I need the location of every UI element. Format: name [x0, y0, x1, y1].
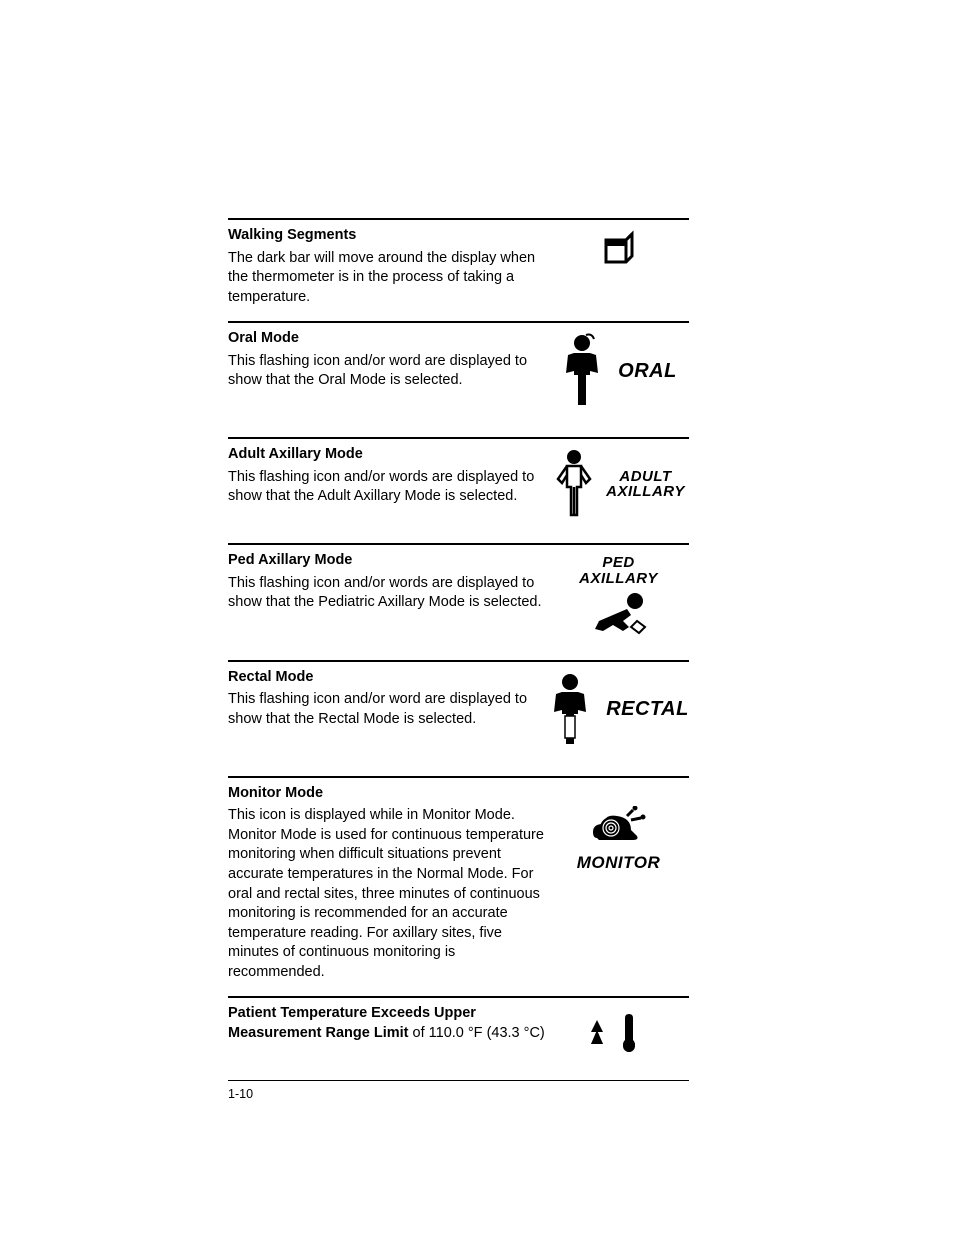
exceeds-upper-icon — [587, 1008, 651, 1056]
heading-line: Patient Temperature Exceeds Upper Measur… — [228, 1004, 548, 1043]
walking-segments-icon — [599, 230, 639, 266]
heading: Ped Axillary Mode — [228, 551, 548, 571]
adult-axillary-icon — [552, 449, 596, 519]
ped-axillary-icon — [583, 591, 653, 635]
heading-suffix: of 110.0 °F (43.3 °C) — [409, 1025, 545, 1041]
adult-label-1: ADULT — [606, 469, 685, 485]
heading: Monitor Mode — [228, 784, 548, 804]
monitor-mode-icon — [587, 806, 651, 846]
oral-mode-icon — [560, 333, 604, 409]
adult-label-2: AXILLARY — [606, 484, 685, 500]
heading: Oral Mode — [228, 329, 548, 349]
page-number: 1-10 — [228, 1087, 253, 1101]
body-text: This flashing icon and/or word are displ… — [228, 690, 548, 729]
entry-oral-mode: Oral Mode This flashing icon and/or word… — [228, 321, 689, 437]
heading: Adult Axillary Mode — [228, 445, 548, 465]
heading: Walking Segments — [228, 226, 548, 246]
oral-label: ORAL — [618, 360, 677, 383]
entry-exceeds-upper: Patient Temperature Exceeds Upper Measur… — [228, 996, 689, 1080]
heading: Rectal Mode — [228, 668, 548, 688]
ped-label-1: PED — [579, 555, 658, 571]
monitor-label: MONITOR — [577, 853, 660, 873]
entry-adult-axillary: Adult Axillary Mode This flashing icon a… — [228, 437, 689, 543]
body-text: The dark bar will move around the displa… — [228, 249, 548, 308]
rectal-mode-icon — [548, 672, 592, 748]
entry-ped-axillary: Ped Axillary Mode This flashing icon and… — [228, 543, 689, 660]
body-text: This flashing icon and/or words are disp… — [228, 468, 548, 507]
body-text: This flashing icon and/or words are disp… — [228, 574, 548, 613]
footer-rule: 1-10 — [228, 1080, 689, 1103]
body-text: This icon is displayed while in Monitor … — [228, 806, 548, 982]
body-text: This flashing icon and/or word are displ… — [228, 352, 548, 391]
entry-walking-segments: Walking Segments The dark bar will move … — [228, 218, 689, 321]
ped-label-2: AXILLARY — [579, 571, 658, 587]
entry-monitor-mode: Monitor Mode This icon is displayed whil… — [228, 776, 689, 997]
rectal-label: RECTAL — [606, 698, 689, 721]
entry-rectal-mode: Rectal Mode This flashing icon and/or wo… — [228, 660, 689, 776]
